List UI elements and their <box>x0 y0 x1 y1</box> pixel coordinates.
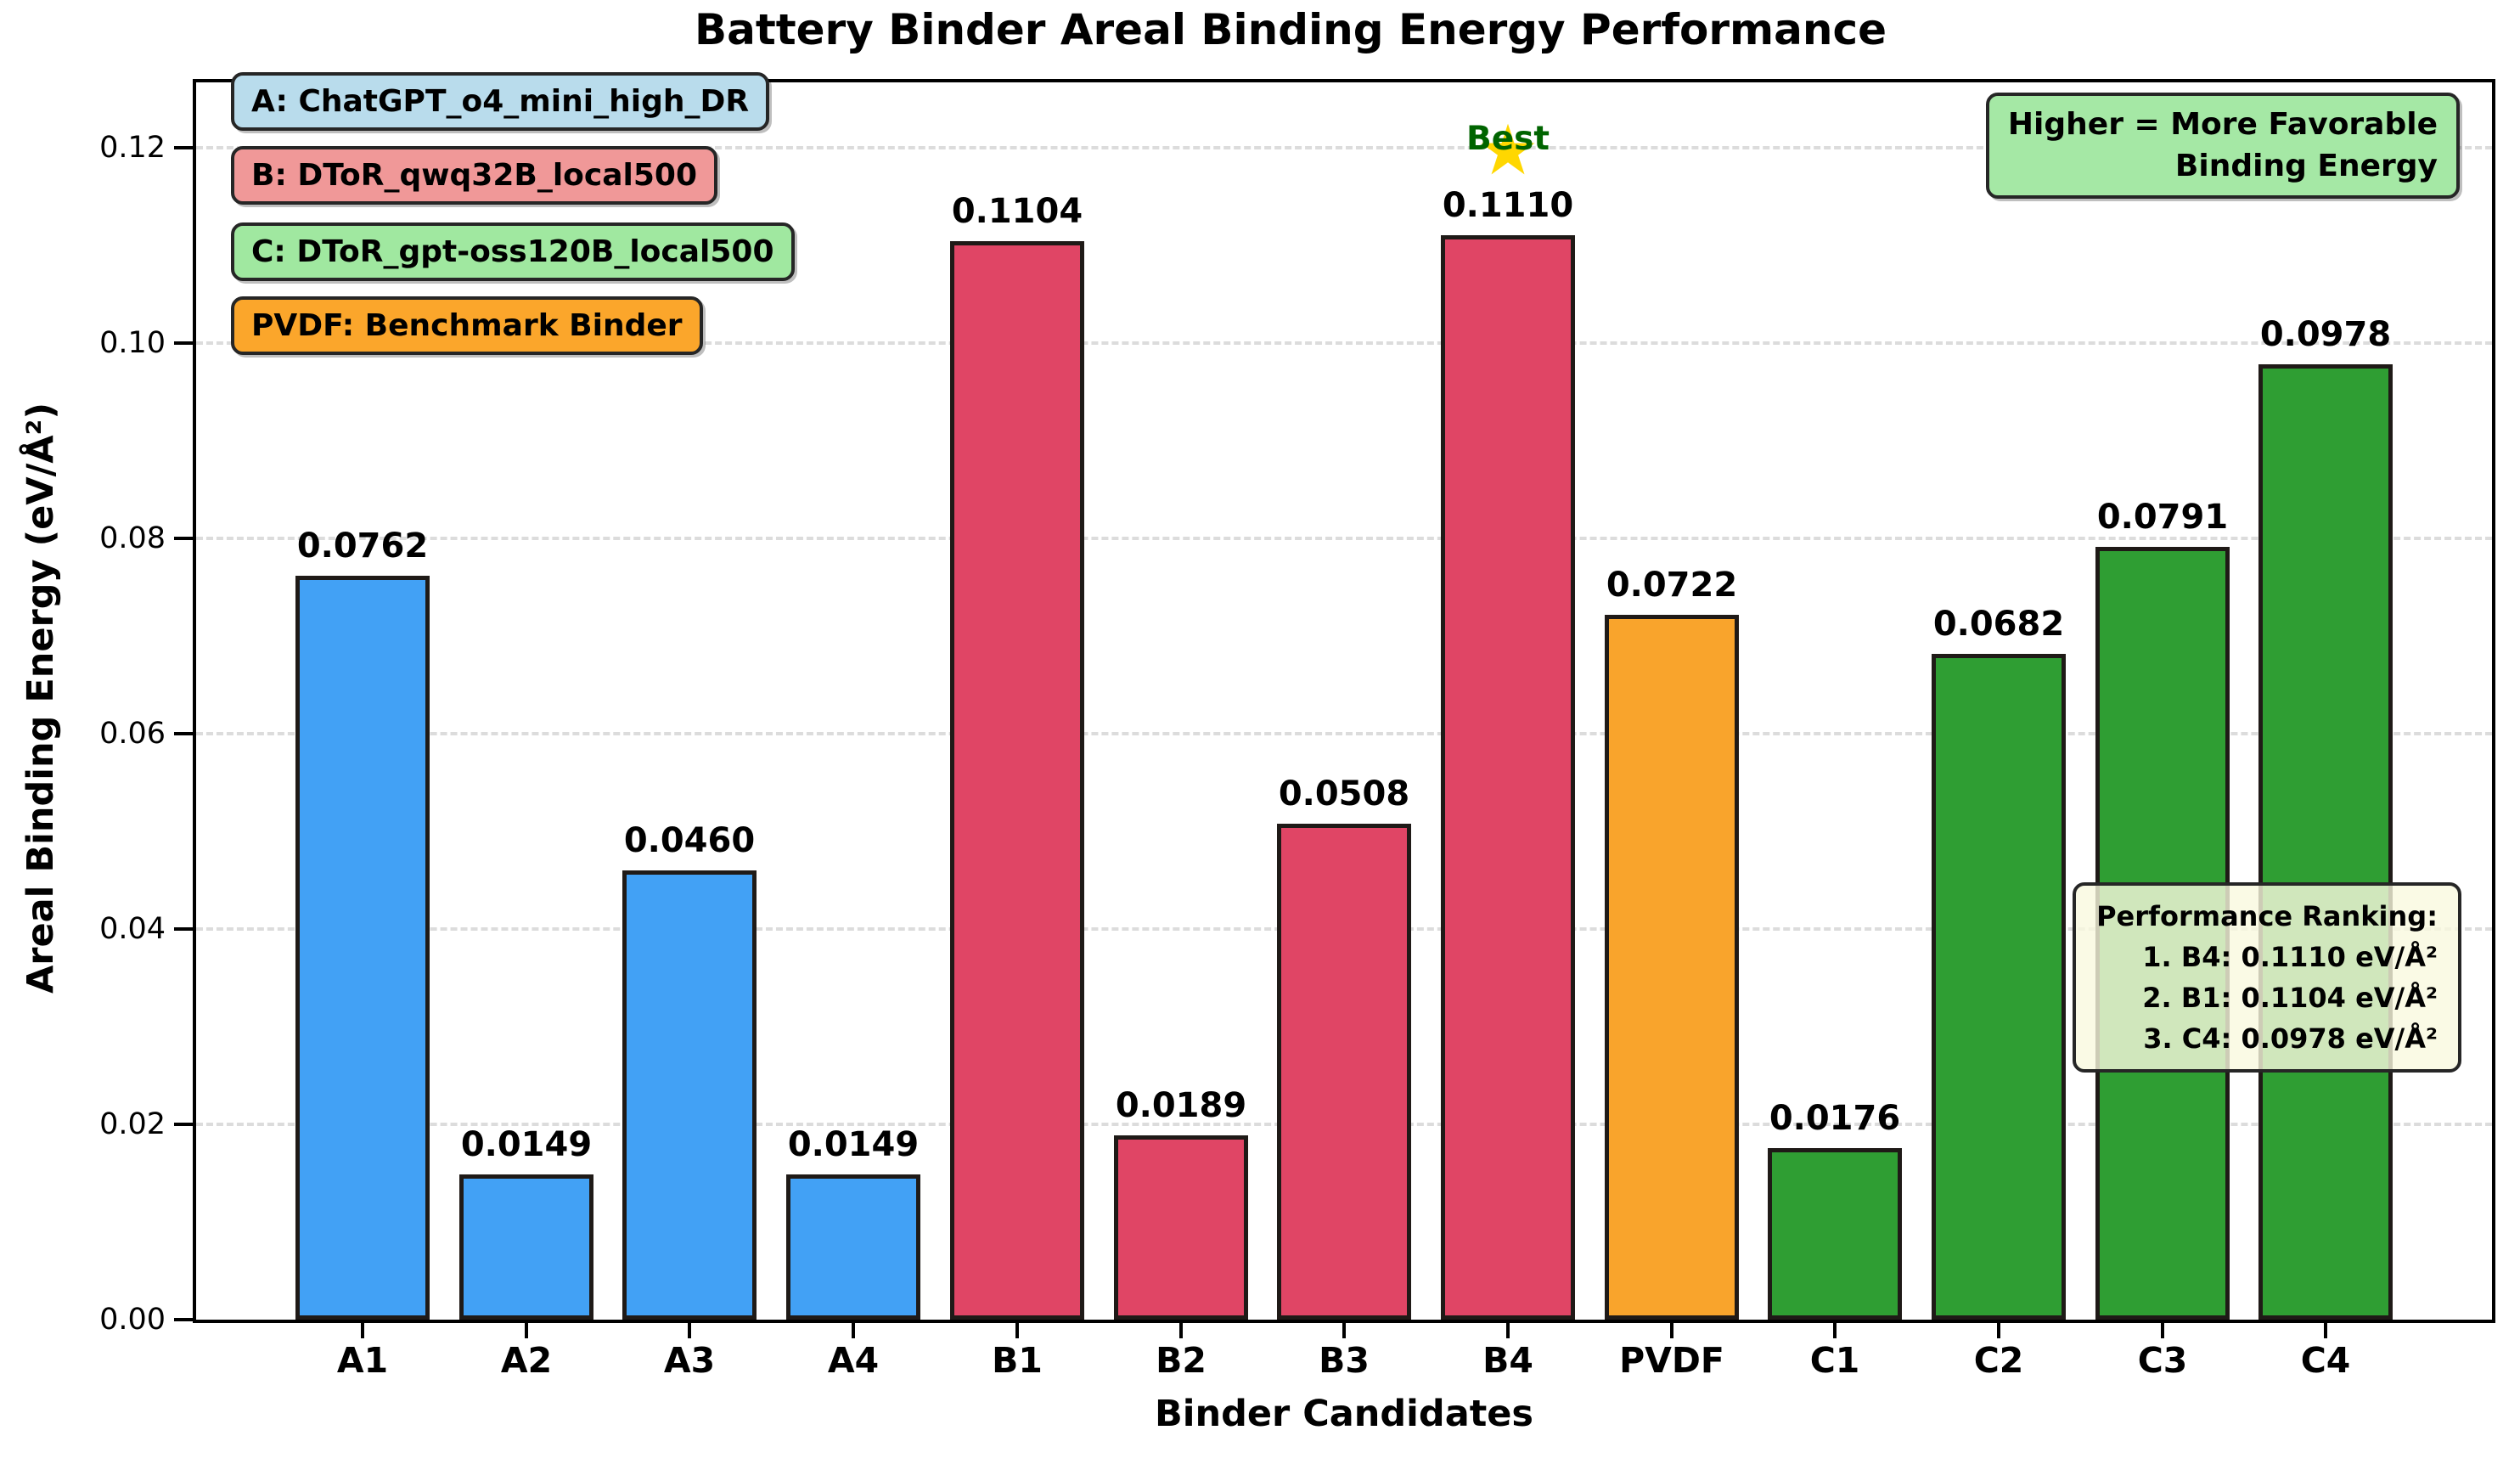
bar-value-PVDF: 0.0722 <box>1606 566 1738 605</box>
x-tick-label-B1: B1 <box>992 1340 1043 1381</box>
gridline <box>196 537 2492 540</box>
note-line-2: Binding Energy <box>2174 148 2438 183</box>
bar-value-A1: 0.0762 <box>296 526 429 566</box>
bar-value-C2: 0.0682 <box>1932 605 2065 644</box>
x-tick <box>2324 1323 2327 1338</box>
gridline <box>196 732 2492 735</box>
y-axis-label: Areal Binding Energy (eV/Å²) <box>20 402 62 994</box>
x-tick <box>688 1323 691 1338</box>
y-tick-label: 0.08 <box>99 521 166 555</box>
bar-C2 <box>1932 654 2066 1320</box>
ranking-entry-3: 3. C4: 0.0978 eV/Å² <box>2143 1022 2438 1055</box>
best-star-icon: ★ <box>1477 110 1539 191</box>
x-tick <box>852 1323 855 1338</box>
x-tick-label-B4: B4 <box>1482 1340 1533 1381</box>
bar-value-B1: 0.1104 <box>951 192 1083 231</box>
bar-A1 <box>295 576 430 1320</box>
best-annotation: ★ Best <box>1398 116 1618 186</box>
bar-A3 <box>622 870 757 1320</box>
x-tick-label-A4: A4 <box>827 1340 880 1381</box>
bar-PVDF <box>1605 615 1739 1320</box>
legend-box-c: C: DToR_gpt-oss120B_local500 <box>231 222 795 281</box>
y-tick-label: 0.04 <box>99 912 166 946</box>
bar-B1 <box>950 241 1084 1320</box>
legend-label-pvdf: PVDF: Benchmark Binder <box>251 308 683 343</box>
note-box: Higher = More Favorable Binding Energy <box>1985 93 2460 200</box>
plot-area: Binder Candidates A: ChatGPT_o4_mini_hig… <box>99 72 2495 1435</box>
bar-value-A2: 0.0149 <box>460 1125 593 1164</box>
y-tick-label: 0.00 <box>99 1303 166 1337</box>
x-tick-label-A3: A3 <box>663 1340 716 1381</box>
legend-label-b: B: DToR_qwq32B_local500 <box>251 158 698 193</box>
bar-value-B2: 0.0189 <box>1115 1086 1247 1125</box>
y-tick <box>174 927 193 931</box>
x-tick <box>1015 1323 1019 1338</box>
x-tick <box>361 1323 364 1338</box>
gridline <box>196 341 2492 345</box>
y-tick <box>174 1123 193 1126</box>
legend-label-a: A: ChatGPT_o4_mini_high_DR <box>251 84 750 119</box>
x-tick <box>1506 1323 1510 1338</box>
legend-box-pvdf: PVDF: Benchmark Binder <box>231 296 703 355</box>
x-tick-label-B2: B2 <box>1156 1340 1207 1381</box>
y-tick-label: 0.12 <box>99 131 166 165</box>
x-tick <box>1997 1323 2000 1338</box>
bar-B2 <box>1114 1135 1248 1320</box>
legend-label-c: C: DToR_gpt-oss120B_local500 <box>251 234 774 269</box>
bar-value-C4: 0.0978 <box>2259 315 2392 354</box>
bar-value-B4: 0.1110 <box>1442 186 1574 225</box>
bar-A4 <box>786 1174 920 1320</box>
bar-C1 <box>1768 1148 1902 1320</box>
bar-value-A4: 0.0149 <box>787 1125 920 1164</box>
x-tick <box>1670 1323 1673 1338</box>
x-tick-label-A1: A1 <box>336 1340 389 1381</box>
bar-A2 <box>459 1174 593 1320</box>
bar-value-A3: 0.0460 <box>623 821 756 860</box>
bar-B4 <box>1441 235 1575 1320</box>
legend-box-a: A: ChatGPT_o4_mini_high_DR <box>231 72 770 131</box>
x-tick <box>1179 1323 1183 1338</box>
y-tick <box>174 341 193 345</box>
ranking-box: Performance Ranking: 1. B4: 0.1110 eV/Å²… <box>2073 882 2461 1073</box>
x-tick <box>1833 1323 1837 1338</box>
y-tick-label: 0.06 <box>99 717 166 751</box>
ranking-entry-1: 1. B4: 0.1110 eV/Å² <box>2142 941 2438 973</box>
ranking-entry-2: 2. B1: 0.1104 eV/Å² <box>2142 982 2438 1014</box>
bar-value-C3: 0.0791 <box>2096 498 2229 537</box>
y-tick-label: 0.02 <box>99 1107 166 1141</box>
x-tick <box>2161 1323 2164 1338</box>
bar-value-C1: 0.0176 <box>1769 1099 1901 1138</box>
y-tick <box>174 537 193 540</box>
x-tick-label-C3: C3 <box>2137 1340 2188 1381</box>
y-tick <box>174 732 193 735</box>
gridline <box>196 146 2492 149</box>
bar-C4 <box>2258 364 2393 1320</box>
x-axis-label: Binder Candidates <box>1154 1393 1534 1435</box>
ranking-title: Performance Ranking: <box>2096 900 2438 932</box>
bar-B3 <box>1277 824 1411 1320</box>
best-label: Best <box>1465 120 1550 158</box>
y-tick <box>174 146 193 149</box>
legend-box-b: B: DToR_qwq32B_local500 <box>231 146 718 205</box>
x-tick <box>1342 1323 1346 1338</box>
x-tick-label-C1: C1 <box>1809 1340 1860 1381</box>
y-tick-label: 0.10 <box>99 326 166 360</box>
bar-value-B3: 0.0508 <box>1278 774 1410 814</box>
x-tick <box>525 1323 528 1338</box>
x-tick-label-PVDF: PVDF <box>1619 1340 1724 1381</box>
note-line-1: Higher = More Favorable <box>2007 107 2438 142</box>
y-tick <box>174 1318 193 1321</box>
x-tick-label-B3: B3 <box>1319 1340 1370 1381</box>
x-tick-label-C2: C2 <box>1973 1340 2024 1381</box>
chart-title: Battery Binder Areal Binding Energy Perf… <box>694 5 1887 54</box>
x-tick-label-C4: C4 <box>2300 1340 2351 1381</box>
x-tick-label-A2: A2 <box>500 1340 553 1381</box>
